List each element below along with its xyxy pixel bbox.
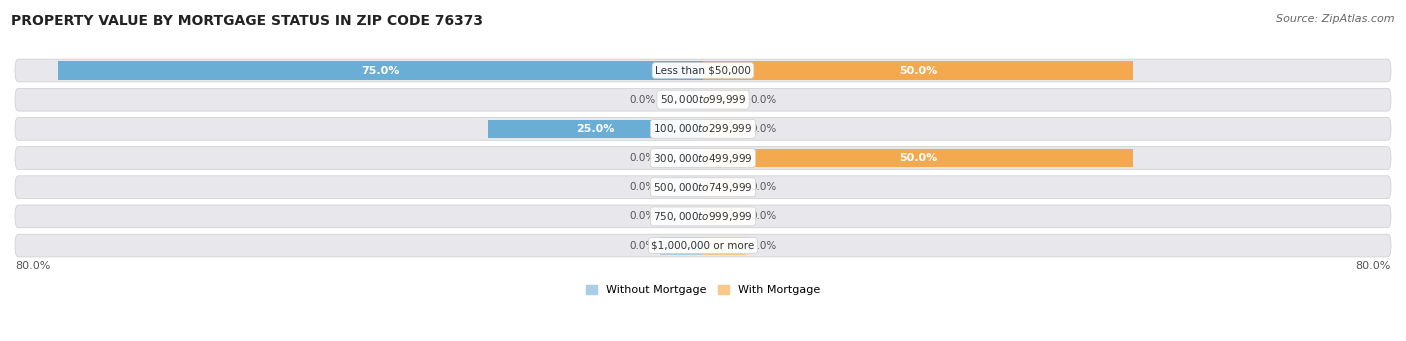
Text: $500,000 to $749,999: $500,000 to $749,999 (654, 181, 752, 194)
Text: 0.0%: 0.0% (630, 211, 655, 221)
FancyBboxPatch shape (15, 147, 1391, 169)
Text: $750,000 to $999,999: $750,000 to $999,999 (654, 210, 752, 223)
Text: 0.0%: 0.0% (751, 124, 776, 134)
FancyBboxPatch shape (15, 176, 1391, 198)
Text: 0.0%: 0.0% (751, 240, 776, 251)
Legend: Without Mortgage, With Mortgage: Without Mortgage, With Mortgage (582, 280, 824, 299)
Bar (659, 178, 703, 196)
Bar (703, 61, 1133, 79)
Text: Source: ZipAtlas.com: Source: ZipAtlas.com (1277, 14, 1395, 24)
Bar (659, 207, 703, 225)
Text: 50.0%: 50.0% (898, 153, 938, 163)
Text: 0.0%: 0.0% (630, 182, 655, 192)
FancyBboxPatch shape (15, 118, 1391, 140)
Bar (703, 61, 747, 79)
Bar (58, 61, 703, 79)
Text: 75.0%: 75.0% (361, 65, 399, 75)
Bar (703, 91, 747, 109)
Text: 0.0%: 0.0% (630, 240, 655, 251)
Bar (703, 120, 747, 138)
FancyBboxPatch shape (15, 88, 1391, 111)
Text: $100,000 to $299,999: $100,000 to $299,999 (654, 122, 752, 135)
Bar (703, 237, 747, 255)
Text: $300,000 to $499,999: $300,000 to $499,999 (654, 151, 752, 165)
Bar (488, 120, 703, 138)
Text: $1,000,000 or more: $1,000,000 or more (651, 240, 755, 251)
Text: 0.0%: 0.0% (630, 95, 655, 105)
Text: 80.0%: 80.0% (1355, 261, 1391, 271)
Bar (703, 149, 747, 167)
Text: 25.0%: 25.0% (576, 124, 614, 134)
Text: 0.0%: 0.0% (751, 182, 776, 192)
Text: 0.0%: 0.0% (630, 153, 655, 163)
Bar (659, 91, 703, 109)
FancyBboxPatch shape (15, 59, 1391, 82)
Bar (703, 149, 1133, 167)
Bar (659, 120, 703, 138)
FancyBboxPatch shape (15, 234, 1391, 257)
Bar (659, 237, 703, 255)
Text: 0.0%: 0.0% (751, 95, 776, 105)
Text: 50.0%: 50.0% (898, 65, 938, 75)
Bar (659, 149, 703, 167)
Text: 0.0%: 0.0% (751, 211, 776, 221)
Bar (659, 61, 703, 79)
Text: 80.0%: 80.0% (15, 261, 51, 271)
Bar (703, 207, 747, 225)
Text: Less than $50,000: Less than $50,000 (655, 65, 751, 75)
FancyBboxPatch shape (15, 205, 1391, 228)
Bar (703, 178, 747, 196)
Text: PROPERTY VALUE BY MORTGAGE STATUS IN ZIP CODE 76373: PROPERTY VALUE BY MORTGAGE STATUS IN ZIP… (11, 14, 484, 28)
Text: $50,000 to $99,999: $50,000 to $99,999 (659, 93, 747, 106)
